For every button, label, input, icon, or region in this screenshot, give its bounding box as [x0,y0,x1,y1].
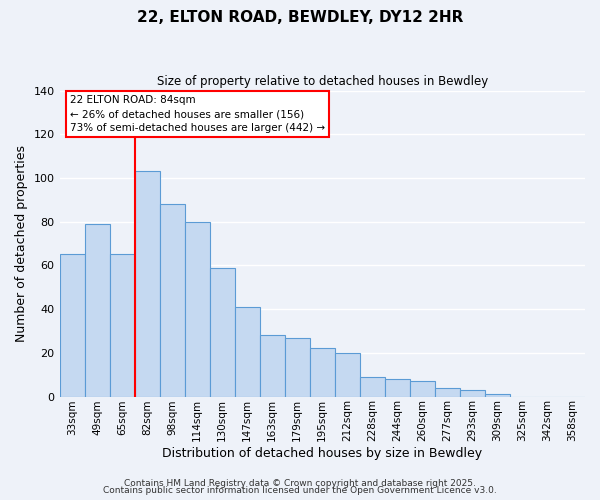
Bar [360,377,385,396]
Bar [310,348,335,397]
Bar [485,394,510,396]
Bar [260,336,285,396]
Bar [185,222,209,396]
Bar [209,268,235,396]
Text: 22, ELTON ROAD, BEWDLEY, DY12 2HR: 22, ELTON ROAD, BEWDLEY, DY12 2HR [137,10,463,25]
Bar [85,224,110,396]
Bar [160,204,185,396]
Bar [460,390,485,396]
Text: Contains public sector information licensed under the Open Government Licence v3: Contains public sector information licen… [103,486,497,495]
Title: Size of property relative to detached houses in Bewdley: Size of property relative to detached ho… [157,75,488,88]
Bar [285,338,310,396]
Bar [110,254,134,396]
Y-axis label: Number of detached properties: Number of detached properties [15,145,28,342]
Bar [410,381,435,396]
Bar [134,172,160,396]
Bar [335,353,360,397]
Bar [59,254,85,396]
Text: 22 ELTON ROAD: 84sqm
← 26% of detached houses are smaller (156)
73% of semi-deta: 22 ELTON ROAD: 84sqm ← 26% of detached h… [70,95,325,133]
Text: Contains HM Land Registry data © Crown copyright and database right 2025.: Contains HM Land Registry data © Crown c… [124,478,476,488]
Bar [435,388,460,396]
Bar [235,307,260,396]
Bar [385,379,410,396]
X-axis label: Distribution of detached houses by size in Bewdley: Distribution of detached houses by size … [162,447,482,460]
